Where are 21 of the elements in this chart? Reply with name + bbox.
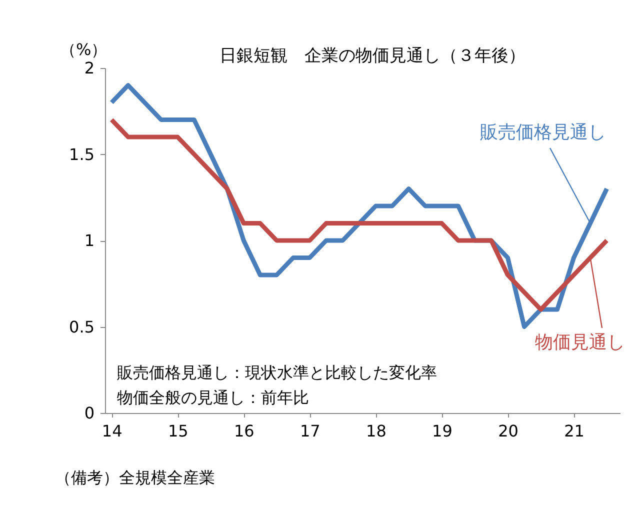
text: （備考）全規模全産業 — [55, 468, 215, 487]
y-tick-label: 2 — [84, 58, 94, 78]
y-tick-label: 0 — [84, 404, 94, 422]
x-tick-label: 19 — [432, 422, 452, 440]
x-tick-label: 21 — [564, 422, 584, 440]
y-tick-label: 1.5 — [69, 144, 94, 164]
y-tick-label: 1 — [84, 231, 94, 250]
x-tick-label: 18 — [366, 422, 386, 440]
x-tick-label: 15 — [168, 422, 188, 440]
text: 販売価格見通し — [480, 122, 606, 143]
x-tick-label: 14 — [102, 422, 122, 440]
chart-title: 日銀短観 企業の物価見通し（３年後） — [220, 46, 526, 66]
series-label: 物価見通し — [535, 332, 625, 353]
annotation: 物価全般の見通し：前年比 — [117, 388, 309, 407]
x-tick-label: 20 — [498, 422, 518, 440]
x-tick-label: 16 — [234, 422, 254, 440]
line-series — [109, 83, 610, 329]
x-tick-label: 17 — [300, 422, 320, 440]
y-axis-title: （%） — [60, 40, 108, 59]
annotation: 販売価格見通し：現状水準と比較した変化率 — [117, 363, 437, 382]
y-tick-label: 0.5 — [69, 317, 94, 336]
